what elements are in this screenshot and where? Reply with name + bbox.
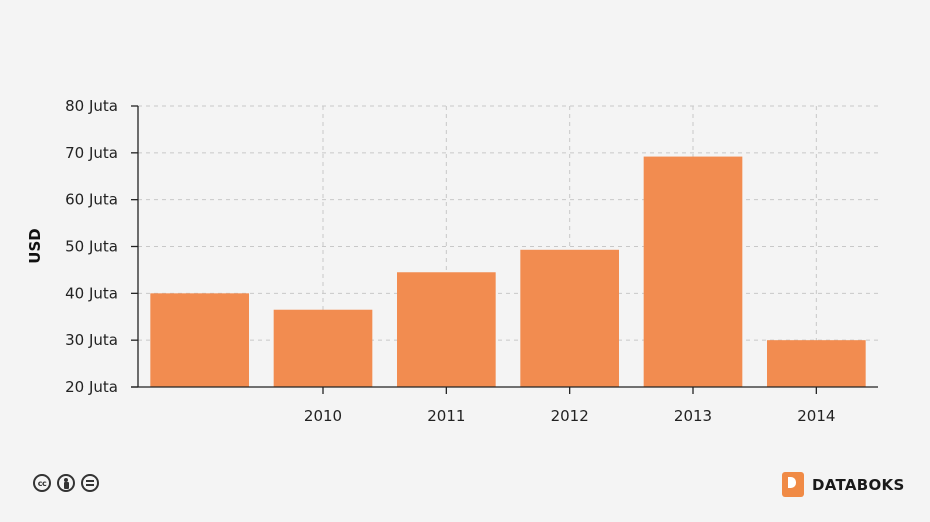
y-tick-label: 80 Juta	[65, 97, 118, 115]
bar	[643, 156, 743, 387]
no-derivatives-icon	[81, 474, 99, 492]
bar	[397, 272, 496, 387]
bar	[273, 309, 373, 387]
x-tick-label: 2012	[551, 407, 589, 425]
creative-commons-icon: cc	[33, 474, 51, 492]
databoks-logo-icon	[782, 472, 804, 497]
bar	[520, 249, 619, 387]
brand: DATABOKS	[782, 472, 905, 497]
brand-name: DATABOKS	[812, 475, 905, 494]
y-tick-label: 60 Juta	[65, 191, 118, 209]
cc-icon-text: cc	[37, 478, 47, 488]
attribution-icon	[57, 474, 75, 492]
license-icons: cc	[33, 474, 99, 492]
y-tick-label: 20 Juta	[65, 378, 118, 396]
y-tick-label: 50 Juta	[65, 238, 118, 256]
y-tick-label: 40 Juta	[65, 284, 118, 302]
x-tick-label: 2011	[427, 407, 465, 425]
y-tick-label: 30 Juta	[65, 331, 118, 349]
x-tick-label: 2010	[304, 407, 342, 425]
x-tick-label: 2014	[797, 407, 835, 425]
y-axis-label: USD	[26, 228, 44, 263]
bar	[767, 340, 866, 387]
bar	[150, 293, 249, 387]
y-tick-label: 70 Juta	[65, 144, 118, 162]
x-tick-label: 2013	[674, 407, 712, 425]
